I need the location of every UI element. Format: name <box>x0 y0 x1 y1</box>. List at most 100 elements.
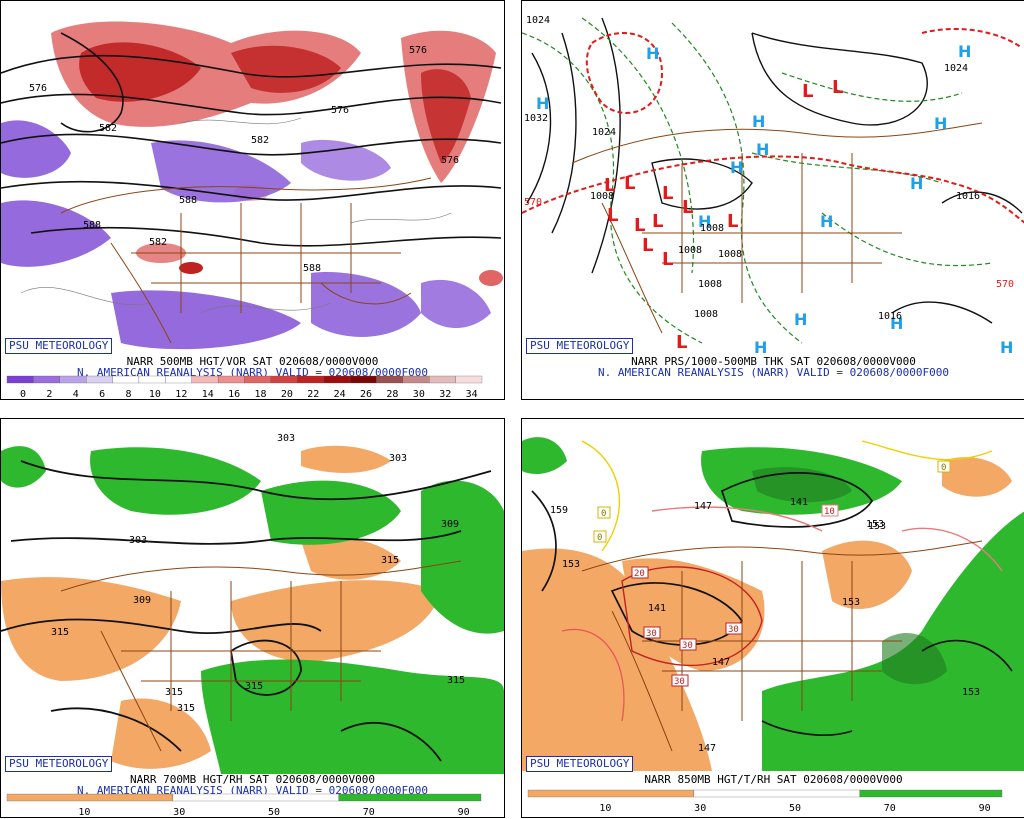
panel-850mb-temp-rh: 159 153 147 141 153 141 147 147 153 153 … <box>521 418 1024 818</box>
svg-text:0: 0 <box>601 509 606 519</box>
svg-text:20: 20 <box>634 569 645 579</box>
height-label: 159 <box>550 505 568 516</box>
height-label: 303 <box>129 535 147 546</box>
svg-text:0: 0 <box>597 533 602 543</box>
high-pressure-marker: H <box>754 338 767 356</box>
low-pressure-marker: L <box>604 175 615 196</box>
height-label: 153 <box>962 687 980 698</box>
high-pressure-marker: H <box>934 114 947 133</box>
temp-label: 0 <box>937 460 951 473</box>
temp-label: 20 <box>631 566 649 579</box>
panel-caption: NARR 700MB HGT/RH SAT 020608/0000V000 <box>129 773 376 786</box>
height-label: 576 <box>29 83 47 94</box>
psu-meteorology-badge: PSU METEOROLOGY <box>526 338 634 354</box>
panel-caption: NARR 850MB HGT/T/RH SAT 020608/0000V000 <box>644 773 903 786</box>
svg-text:30: 30 <box>646 629 657 639</box>
panel-valid-time: N. AMERICAN REANALYSIS (NARR) VALID = 02… <box>77 366 428 379</box>
scale-tick-label: 28 <box>386 389 398 400</box>
height-label: 141 <box>648 603 666 614</box>
scale-tick-label: 10 <box>149 389 161 400</box>
scale-tick-label: 6 <box>99 389 105 400</box>
isobar-label: 1016 <box>956 191 980 202</box>
panel-pressure-thickness: L L L L L L L L L L L L L H H H H H H H … <box>521 0 1024 400</box>
low-pressure-marker: L <box>676 332 687 353</box>
isobar-label: 1032 <box>524 113 548 124</box>
isobar-label: 1016 <box>878 311 902 322</box>
height-label: 588 <box>179 195 197 206</box>
height-label: 576 <box>409 45 427 56</box>
height-label: 303 <box>277 433 295 444</box>
scale-tick-label: 16 <box>228 389 240 400</box>
height-label: 309 <box>133 595 151 606</box>
thickness-label: 570 <box>996 279 1014 290</box>
height-label: 576 <box>331 105 349 116</box>
height-label: 582 <box>99 123 117 134</box>
thickness-label: 570 <box>524 197 542 208</box>
temp-label: 30 <box>679 638 697 651</box>
scale-swatch <box>349 375 377 384</box>
scale-tick-label: 32 <box>439 389 451 400</box>
low-pressure-marker: L <box>634 215 645 236</box>
low-pressure-marker: L <box>662 249 673 270</box>
scale-tick-label: 0 <box>20 389 26 400</box>
low-pressure-marker: L <box>727 211 738 232</box>
scale-tick-label: 10 <box>78 807 90 818</box>
low-pressure-marker: L <box>802 81 813 102</box>
scale-swatch <box>6 375 34 384</box>
panel-valid-time: N. AMERICAN REANALYSIS (NARR) VALID = 02… <box>77 784 428 797</box>
high-pressure-marker: H <box>756 140 769 159</box>
scale-tick-label: 30 <box>173 807 185 818</box>
high-pressure-marker: H <box>820 212 833 231</box>
scale-swatch <box>323 375 351 384</box>
scale-swatch <box>86 375 113 384</box>
isobar-label: 1024 <box>944 63 968 74</box>
vorticity-color-scale: 0 2 4 6 8 10 12 14 16 18 20 22 24 26 28 30 32 34 <box>6 375 483 400</box>
scale-swatch <box>191 375 219 384</box>
svg-text:30: 30 <box>674 677 685 687</box>
height-label: 315 <box>245 681 263 692</box>
height-label: 315 <box>51 627 69 638</box>
scale-tick-label: 20 <box>281 389 293 400</box>
isobar-label: 1008 <box>698 279 722 290</box>
scale-tick-label: 50 <box>789 803 801 814</box>
rh700-map: 303 303 303 309 315 309 315 315 315 315 … <box>1 431 504 774</box>
height-label: 315 <box>381 555 399 566</box>
isobar-label: 1008 <box>718 249 742 260</box>
low-pressure-marker: L <box>682 197 693 218</box>
scale-tick-label: 26 <box>360 389 372 400</box>
scale-tick-label: 70 <box>884 803 896 814</box>
scale-swatch <box>59 375 87 384</box>
scale-swatch <box>6 793 174 802</box>
scale-swatch <box>172 793 339 802</box>
scale-tick-label: 12 <box>175 389 187 400</box>
scale-swatch <box>270 375 298 384</box>
scale-swatch <box>693 789 860 798</box>
height-label: 147 <box>712 657 730 668</box>
scale-swatch <box>138 375 166 384</box>
psu-meteorology-badge: PSU METEOROLOGY <box>526 756 634 772</box>
height-label: 141 <box>790 497 808 508</box>
isobar-label: 1024 <box>592 127 616 138</box>
scale-tick-label: 34 <box>466 389 478 400</box>
scale-tick-label: 70 <box>363 807 375 818</box>
svg-text:10: 10 <box>824 507 835 517</box>
scale-swatch <box>402 375 430 384</box>
scale-tick-label: 24 <box>334 389 346 400</box>
low-pressure-marker: L <box>624 173 635 194</box>
temp-label: 30 <box>643 626 661 639</box>
scale-swatch <box>455 375 483 384</box>
height-label: 147 <box>694 501 712 512</box>
isobar-label: 1008 <box>700 223 724 234</box>
height-label: 582 <box>149 237 167 248</box>
svg-text:0: 0 <box>941 463 946 473</box>
scale-swatch <box>33 375 60 384</box>
scale-swatch <box>429 375 456 384</box>
low-pressure-marker: L <box>662 183 673 204</box>
panel-500mb-vorticity: 576 582 588 582 588 576 576 588 576 582 … <box>0 0 505 400</box>
svg-text:30: 30 <box>728 625 739 635</box>
height-label: 588 <box>83 220 101 231</box>
scale-tick-label: 4 <box>73 389 79 400</box>
temp-label: 30 <box>725 622 743 635</box>
scale-tick-label: 22 <box>307 389 319 400</box>
isobar-label: 1024 <box>526 15 550 26</box>
